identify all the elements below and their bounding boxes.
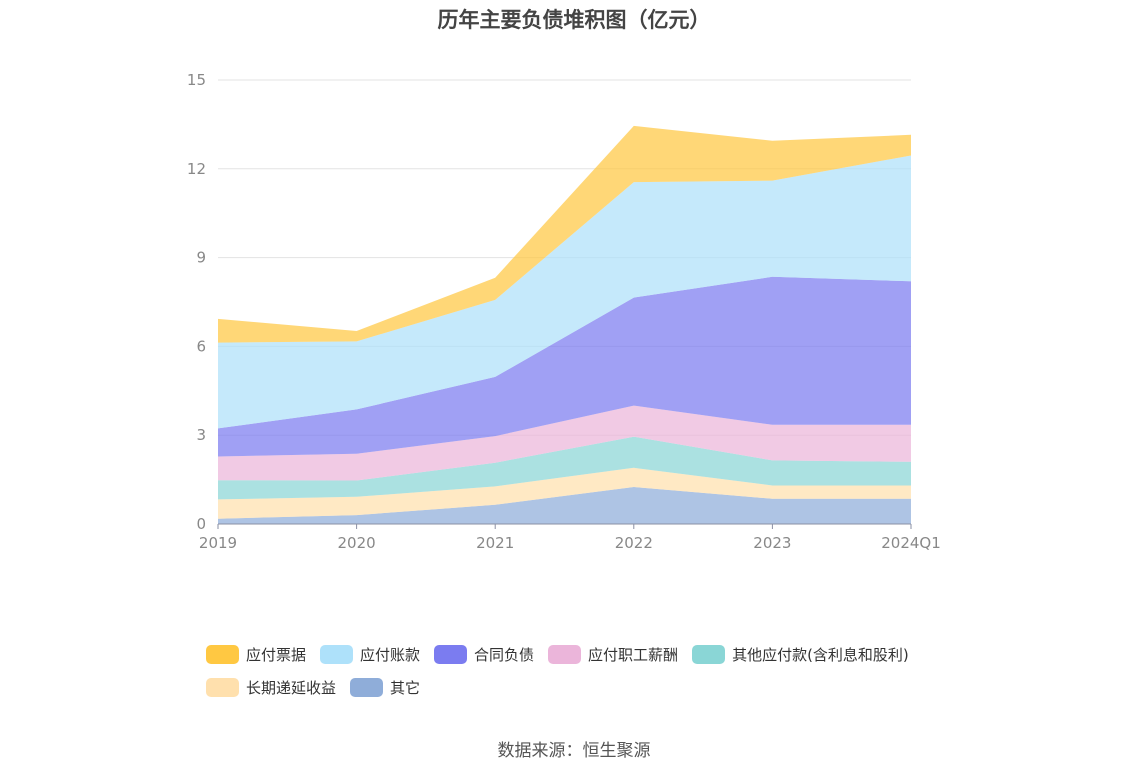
x-tick-label: 2020 <box>338 534 376 552</box>
legend-label: 应付职工薪酬 <box>588 646 679 664</box>
legend-item-other-payables[interactable]: 其他应付款(含利息和股利) <box>692 644 909 665</box>
legend-label: 其他应付款(含利息和股利) <box>732 646 909 664</box>
legend-swatch <box>206 645 239 664</box>
y-tick-label: 3 <box>196 426 206 444</box>
legend: 应付票据 应付账款 合同负债 应付职工薪酬 其他应付款(含利息和股利) 长期递延… <box>206 638 966 704</box>
data-source: 数据来源：恒生聚源 <box>497 741 651 761</box>
legend-swatch <box>692 645 726 664</box>
y-tick-label: 6 <box>196 337 206 355</box>
area-应付职工薪酬 <box>218 405 911 481</box>
legend-item-contract-liabilities[interactable]: 合同负债 <box>434 644 534 665</box>
stacked-area-chart: 0 3 6 9 12 15 2019 2020 2021 2022 2023 2024Q1 <box>187 71 941 552</box>
area-series-group <box>218 125 911 524</box>
legend-label: 其它 <box>390 679 421 697</box>
legend-swatch <box>548 645 582 664</box>
y-tick-label: 15 <box>187 71 206 89</box>
legend-row: 应付票据 应付账款 合同负债 应付职工薪酬 其他应付款(含利息和股利) <box>206 638 966 671</box>
legend-row: 长期递延收益 其它 <box>206 671 966 704</box>
area-长期递延收益 <box>218 467 911 519</box>
x-tick-label: 2022 <box>615 534 653 552</box>
legend-item-others[interactable]: 其它 <box>350 677 420 698</box>
legend-item-notes-payable[interactable]: 应付票据 <box>206 644 306 665</box>
area-应付票据 <box>218 125 911 343</box>
legend-item-accounts-payable[interactable]: 应付账款 <box>320 644 420 665</box>
legend-item-employee-pay[interactable]: 应付职工薪酬 <box>548 644 678 665</box>
legend-label: 应付账款 <box>360 646 421 664</box>
area-合同负债 <box>218 276 911 457</box>
legend-swatch <box>206 678 239 697</box>
area-其他应付款(含利息和股利) <box>218 436 911 500</box>
x-tick-label: 2019 <box>199 534 237 552</box>
legend-swatch <box>350 678 384 697</box>
legend-item-deferred-income[interactable]: 长期递延收益 <box>206 677 336 698</box>
y-tick-label: 0 <box>196 515 206 533</box>
axes: 0 3 6 9 12 15 2019 2020 2021 2022 2023 2024Q1 <box>187 71 941 552</box>
x-tick-label: 2023 <box>753 534 791 552</box>
x-tick-label: 2024Q1 <box>881 534 941 552</box>
x-tick-label: 2021 <box>476 534 514 552</box>
legend-swatch <box>320 645 354 664</box>
area-其它 <box>218 487 911 524</box>
chart-title: 历年主要负债堆积图（亿元） <box>437 8 711 32</box>
legend-label: 长期递延收益 <box>246 679 337 697</box>
area-应付账款 <box>218 155 911 429</box>
legend-swatch <box>434 645 468 664</box>
y-tick-label: 9 <box>196 249 206 267</box>
y-tick-label: 12 <box>187 160 206 178</box>
legend-label: 合同负债 <box>474 646 535 664</box>
legend-label: 应付票据 <box>246 646 307 664</box>
